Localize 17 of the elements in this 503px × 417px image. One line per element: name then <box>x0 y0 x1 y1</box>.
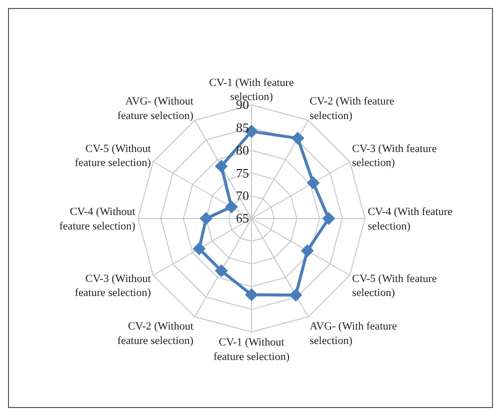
spoke-label: CV-5 (Without feature selection) <box>74 142 152 170</box>
spoke-label: CV-1 (With feature selection) <box>209 76 294 104</box>
spoke-label: AVG- (Without feature selection) <box>117 96 194 122</box>
y-tick-label: 75 <box>236 165 250 180</box>
y-tick-label: 80 <box>236 142 250 158</box>
spoke-label: CV-2 (With feature selection) <box>310 96 394 122</box>
y-tick-label: 85 <box>236 120 250 135</box>
spoke-label: CV-3 (With feature selection) <box>352 142 437 170</box>
spoke-label: CV-2 (Without feature selection) <box>117 320 194 347</box>
y-tick-label: 70 <box>236 188 250 204</box>
spoke-label: AVG- (With feature selection) <box>310 320 398 347</box>
spoke-label: CV-4 (With feature selection) <box>368 206 452 232</box>
y-tick-label: 65 <box>236 210 250 226</box>
spoke-label: CV-5 (With feature selection) <box>352 272 437 300</box>
spoke-label: CV-4 (Without feature selection) <box>59 206 136 232</box>
spoke-label: CV-1 (Without feature selection) <box>213 336 290 363</box>
spoke-label: CV-3 (Without feature selection) <box>74 272 152 300</box>
